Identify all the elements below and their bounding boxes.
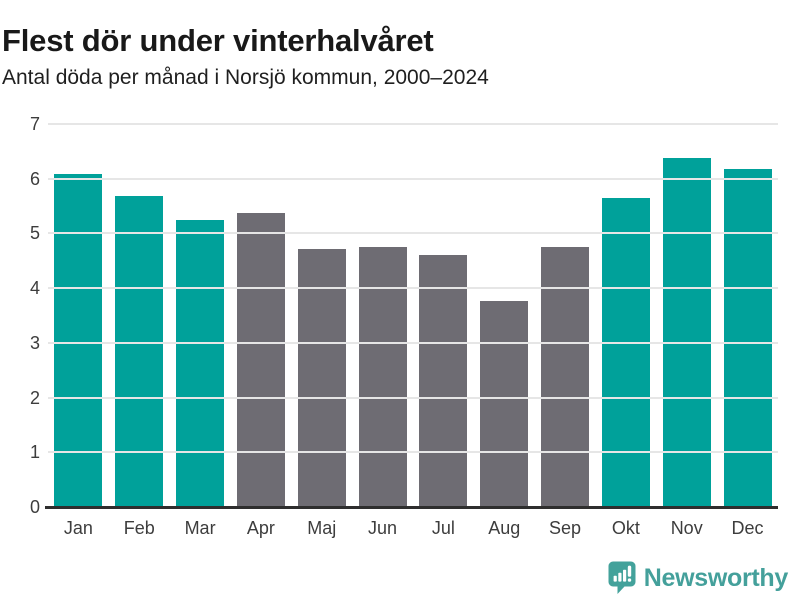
x-tick-label: Okt: [611, 518, 640, 538]
bar-dec: [723, 169, 772, 507]
gridline: [48, 451, 778, 454]
gridline: [48, 232, 778, 235]
x-tick-label: Sep: [549, 518, 582, 538]
x-tick-label: Nov: [670, 518, 703, 538]
bar-jun: [358, 246, 407, 507]
bar-feb: [115, 196, 164, 507]
x-tick-label: Feb: [123, 518, 155, 538]
y-tick-label: 1: [29, 442, 40, 463]
x-axis: Jan Feb Mar Apr Maj Jun Jul Aug Sep Okt Nov Dec: [48, 518, 778, 539]
x-axis-line: [45, 506, 778, 509]
gridline: [48, 177, 778, 180]
bar-okt: [601, 197, 650, 507]
y-tick-label: 0: [29, 497, 40, 517]
bar-sep: [541, 246, 590, 507]
y-tick-label: 7: [29, 114, 40, 134]
x-tick-label: Apr: [246, 518, 275, 538]
x-tick-label: Jul: [431, 518, 455, 538]
newsworthy-logo-icon: [608, 561, 637, 595]
bar-maj: [297, 248, 346, 507]
bars-container: [48, 124, 778, 507]
bar-nov: [662, 158, 711, 507]
chart-subtitle: Antal döda per månad i Norsjö kommun, 20…: [2, 66, 489, 89]
branding: Newsworthy: [608, 561, 788, 595]
bar-mar: [176, 220, 225, 507]
y-tick-label: 2: [29, 387, 40, 408]
gridline: [48, 287, 778, 290]
x-tick-label: Jun: [368, 518, 398, 538]
bar-aug: [480, 301, 529, 507]
x-tick-label: Maj: [307, 518, 337, 538]
page-title: Flest dör under vinterhalvåret: [2, 22, 434, 58]
brand-name: Newsworthy: [643, 563, 789, 592]
y-tick-label: 3: [29, 332, 40, 353]
y-tick-label: 6: [29, 168, 40, 189]
y-tick-label: 5: [29, 223, 40, 244]
gridline: [48, 123, 778, 125]
x-tick-label: Dec: [731, 518, 764, 538]
y-tick-label: 4: [29, 278, 40, 299]
gridline: [48, 396, 778, 399]
bar-jul: [419, 254, 468, 507]
x-tick-label: Mar: [184, 518, 216, 538]
plot-area: [48, 123, 778, 507]
x-tick-label: Jan: [63, 518, 93, 538]
y-axis: 0 1 2 3 4 5 6 7: [0, 115, 40, 516]
bar-apr: [236, 213, 285, 507]
gridline: [48, 341, 778, 344]
x-tick-label: Aug: [488, 518, 521, 538]
bar-jan: [54, 174, 103, 507]
